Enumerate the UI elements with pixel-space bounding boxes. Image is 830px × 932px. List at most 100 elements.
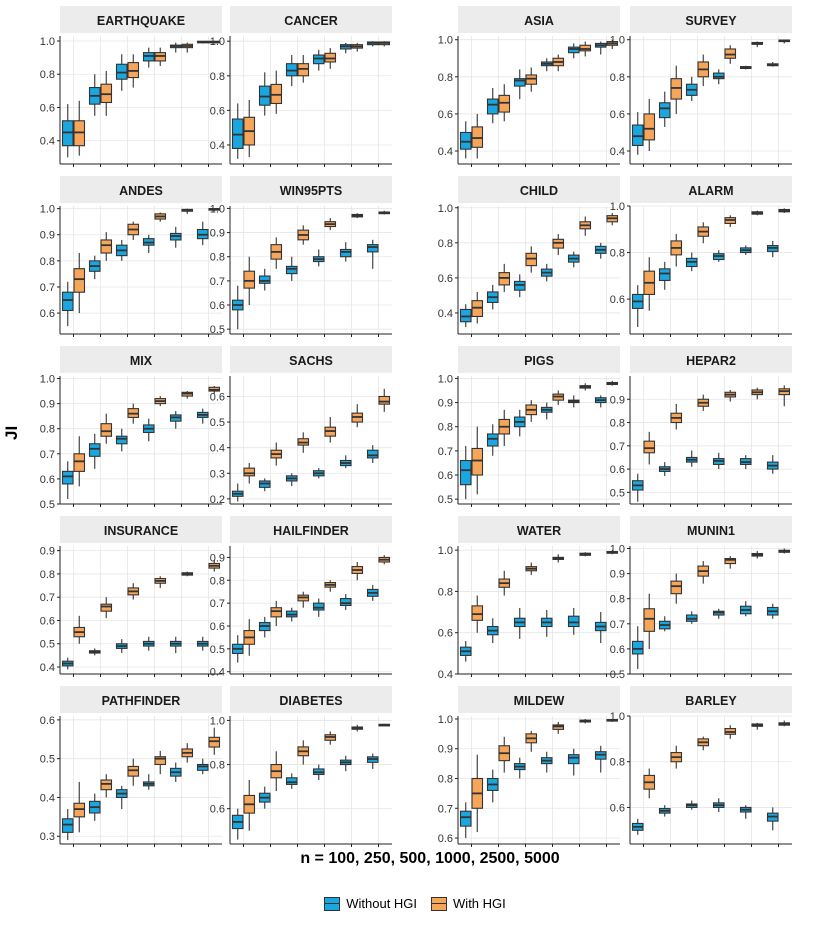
- box-without-hgi-box: [513, 78, 526, 87]
- y-tick-label: 1.0: [210, 36, 225, 48]
- panel-title: SURVEY: [685, 14, 737, 28]
- y-tick-label: 0.7: [610, 619, 625, 631]
- box-with-hgi-box: [643, 440, 656, 454]
- y-tick-label: 0.7: [40, 282, 55, 294]
- y-tick-label: 0.9: [40, 230, 55, 242]
- panel-strip: [458, 6, 620, 33]
- panel-strip: [60, 516, 222, 543]
- panel-andes: ANDES 0.6 0.7 0.8 0.9 1.0: [40, 176, 222, 337]
- y-tick-label: 0.7: [210, 276, 225, 288]
- box-without-hgi-box: [88, 443, 101, 457]
- y-tick-label: 0.9: [438, 744, 453, 756]
- panel-title: ANDES: [119, 184, 163, 198]
- y-tick-label: 0.9: [610, 569, 625, 581]
- box-without-hgi-box: [658, 102, 671, 119]
- panel-sachs: SACHS 0.2 0.3 0.4 0.5 0.6: [210, 346, 392, 507]
- panel-strip: [630, 686, 792, 713]
- box-with-hgi-box: [100, 239, 113, 254]
- box-without-hgi-box: [339, 598, 352, 606]
- box-with-hgi-box: [73, 268, 86, 293]
- box-with-hgi-box: [471, 447, 484, 476]
- box-without-hgi-box: [631, 640, 644, 655]
- box-without-hgi-box: [366, 244, 379, 253]
- y-tick-label: 0.8: [438, 422, 453, 434]
- box-with-hgi-box: [471, 605, 484, 621]
- y-tick-label: 0.6: [438, 833, 453, 845]
- y-tick-label: 0.8: [438, 774, 453, 786]
- box-with-hgi-box: [643, 113, 656, 141]
- y-tick-label: 0.6: [210, 300, 225, 312]
- panel-title: CHILD: [520, 184, 558, 198]
- panel-diabetes: DIABETES 0.6 0.8 1.0: [210, 686, 392, 847]
- panel-title: BARLEY: [685, 694, 737, 708]
- panel-strip: [630, 6, 792, 33]
- box-without-hgi-box: [486, 98, 499, 115]
- panel-title: CANCER: [284, 14, 337, 28]
- panel-title: WATER: [517, 524, 561, 538]
- box-with-hgi-box: [471, 126, 484, 148]
- y-tick-label: 1.0: [40, 204, 55, 216]
- panel-strip: [60, 346, 222, 373]
- box-with-hgi-box: [724, 557, 737, 565]
- y-tick-label: 0.8: [40, 69, 55, 81]
- legend-key-without-hgi: [324, 896, 341, 911]
- box-without-hgi-box: [285, 265, 298, 275]
- box-without-hgi-box: [312, 602, 325, 611]
- panel-strip: [60, 686, 222, 713]
- y-tick-label: 0.9: [610, 394, 625, 406]
- panel-hepar2: HEPAR2 0.5 0.6 0.7 0.8 0.9: [610, 346, 792, 507]
- y-tick-label: 0.9: [438, 398, 453, 410]
- y-tick-label: 0.8: [438, 586, 453, 598]
- box-without-hgi-box: [366, 449, 379, 459]
- y-tick-label: 0.6: [40, 474, 55, 486]
- y-tick-label: 1.0: [610, 201, 625, 213]
- y-tick-label: 0.8: [610, 594, 625, 606]
- y-tick-label: 1.0: [40, 36, 55, 48]
- panel-title: PATHFINDER: [102, 694, 181, 708]
- box-without-hgi-box: [61, 291, 74, 312]
- box-with-hgi-box: [498, 94, 511, 113]
- y-tick-label: 0.9: [40, 399, 55, 411]
- box-without-hgi-box: [631, 124, 644, 146]
- panel-title: PIGS: [524, 354, 554, 368]
- y-tick-label: 0.6: [40, 102, 55, 114]
- panel-strip: [230, 346, 392, 373]
- panel-strip: [458, 686, 620, 713]
- panel-title: EARTHQUAKE: [97, 14, 185, 28]
- box-with-hgi-box: [73, 802, 86, 818]
- panel-strip: [630, 176, 792, 203]
- y-tick-label: 0.7: [40, 592, 55, 604]
- y-tick-label: 0.9: [210, 552, 225, 564]
- box-without-hgi-box: [712, 72, 725, 80]
- box-without-hgi-box: [567, 615, 580, 628]
- panel-title: MUNIN1: [687, 524, 735, 538]
- y-tick-label: 1.0: [40, 374, 55, 386]
- panel-title: SACHS: [289, 354, 333, 368]
- y-tick-label: 0.6: [40, 715, 55, 727]
- y-axis-label: JI: [2, 425, 21, 440]
- y-tick-label: 0.4: [210, 667, 225, 679]
- y-tick-label: 0.6: [610, 109, 625, 121]
- box-with-hgi-box: [579, 44, 592, 52]
- y-tick-label: 0.3: [40, 831, 55, 843]
- box-without-hgi-box: [196, 763, 209, 771]
- y-tick-label: 1.0: [438, 545, 453, 557]
- panel-insurance: INSURANCE 0.4 0.5 0.6 0.7 0.8 0.9: [40, 516, 222, 677]
- y-tick-label: 0.6: [438, 109, 453, 121]
- y-tick-label: 0.4: [40, 136, 55, 148]
- legend-label-without-hgi: Without HGI: [346, 896, 418, 911]
- box-with-hgi-box: [378, 395, 391, 405]
- y-tick-label: 1.0: [438, 714, 453, 726]
- box-with-hgi-box: [100, 423, 113, 437]
- y-tick-label: 0.6: [210, 105, 225, 117]
- box-without-hgi-box: [258, 275, 271, 284]
- box-without-hgi-box: [486, 433, 499, 447]
- box-without-hgi-box: [61, 818, 74, 833]
- panel-pigs: PIGS 0.5 0.6 0.7 0.8 0.9 1.0: [438, 346, 620, 507]
- y-tick-label: 0.6: [610, 802, 625, 814]
- panel-water: WATER 0.4 0.6 0.8 1.0: [438, 516, 620, 681]
- y-tick-label: 0.7: [610, 441, 625, 453]
- legend: Without HGI With HGI: [0, 896, 830, 911]
- box-with-hgi-box: [670, 580, 683, 595]
- legend-label-with-hgi: With HGI: [453, 896, 506, 911]
